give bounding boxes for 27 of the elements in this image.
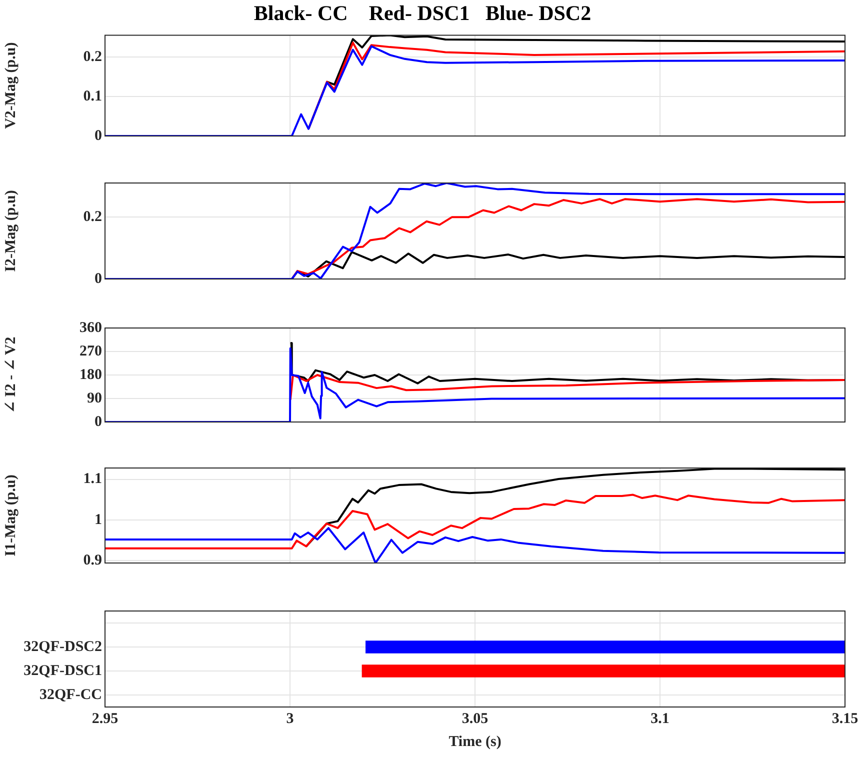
chart-title: Black- CC Red- DSC1 Blue- DSC2 bbox=[254, 1, 592, 26]
y-tick-label: 0 bbox=[94, 270, 102, 287]
y-tick-label: 1 bbox=[94, 512, 102, 528]
y-tick-label: 32QF-DSC1 bbox=[24, 662, 102, 679]
y-tick-label: 180 bbox=[80, 366, 102, 383]
y-tick-label: 0 bbox=[94, 128, 102, 144]
y-tick-label: 90 bbox=[87, 390, 102, 406]
x-tick-label: 3 bbox=[286, 710, 294, 727]
y-tick-label: 360 bbox=[80, 320, 102, 336]
y-axis-title: I1-Mag (p.u) bbox=[2, 474, 19, 556]
y-tick-label: 0.9 bbox=[83, 552, 102, 568]
y-tick-label: 0.1 bbox=[83, 88, 102, 104]
y-axis-title: I2-Mag (p.u) bbox=[2, 190, 19, 272]
x-tick-label: 3.05 bbox=[462, 710, 488, 727]
y-axis-title: V2-Mag (p.u) bbox=[2, 42, 19, 129]
x-tick-label: 3.1 bbox=[650, 710, 670, 727]
y-tick-label: 32QF-DSC2 bbox=[24, 638, 102, 655]
x-tick-label: 3.15 bbox=[832, 710, 858, 727]
y-tick-label: 1.1 bbox=[83, 471, 102, 488]
y-tick-label: 32QF-CC bbox=[40, 686, 102, 703]
x-axis-title: Time (s) bbox=[448, 734, 502, 750]
x-tick-label: 2.95 bbox=[92, 710, 118, 727]
y-tick-label: 0 bbox=[94, 414, 102, 430]
y-tick-label: 0.2 bbox=[83, 48, 102, 65]
y-tick-label: 270 bbox=[80, 343, 102, 360]
y-tick-label: 0.2 bbox=[83, 208, 102, 225]
y-axis-title: ∠ I2 - ∠ V2 bbox=[2, 336, 19, 414]
